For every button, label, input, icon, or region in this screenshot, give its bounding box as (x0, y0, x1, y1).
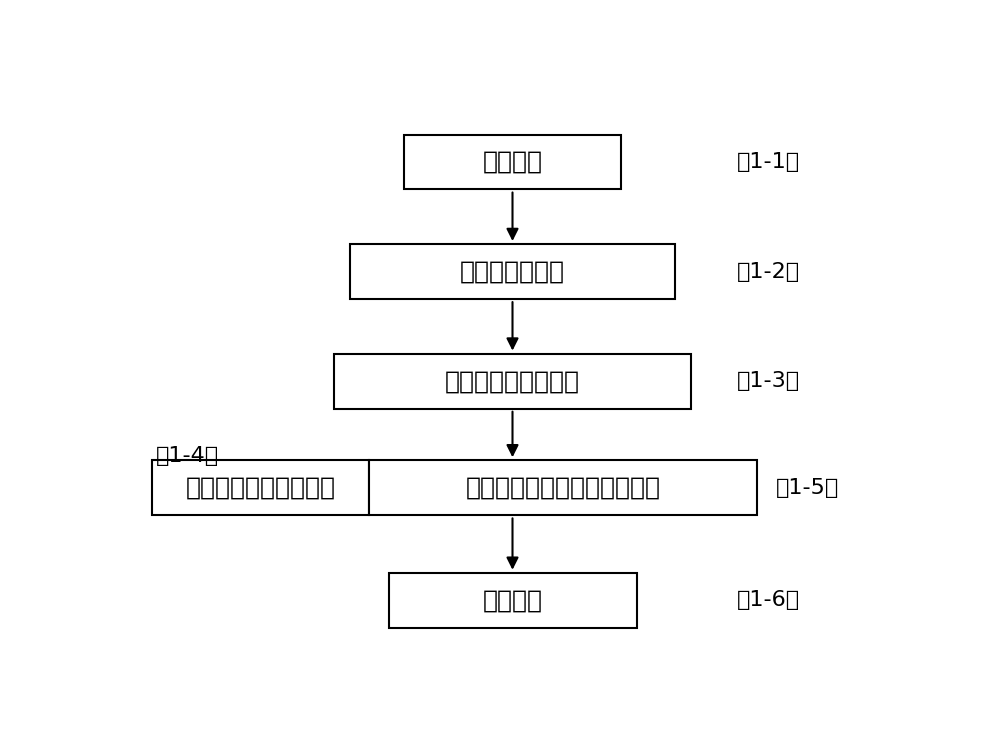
FancyBboxPatch shape (388, 573, 637, 628)
Text: 镶膜结束: 镶膜结束 (482, 588, 542, 612)
Text: （1-6）: （1-6） (737, 590, 800, 610)
Text: 氩离子轰击清洗样品: 氩离子轰击清洗样品 (445, 369, 580, 393)
Text: （1-5）: （1-5） (776, 478, 839, 498)
Text: 设定镶膜工艺参数后开始镶膜: 设定镶膜工艺参数后开始镶膜 (465, 476, 660, 500)
FancyBboxPatch shape (334, 354, 691, 408)
FancyBboxPatch shape (350, 244, 675, 299)
Text: （1-1）: （1-1） (737, 152, 800, 172)
FancyBboxPatch shape (404, 135, 621, 189)
FancyBboxPatch shape (152, 461, 369, 515)
FancyBboxPatch shape (369, 461, 757, 515)
Text: （1-2）: （1-2） (737, 261, 800, 282)
Text: 样品清洗: 样品清洗 (482, 150, 542, 174)
Text: 椭圆偏振光谱实时监控: 椭圆偏振光谱实时监控 (186, 476, 336, 500)
Text: 工作腔室抗真空: 工作腔室抗真空 (460, 260, 565, 284)
Text: （1-3）: （1-3） (737, 371, 800, 391)
Text: （1-4）: （1-4） (156, 446, 219, 466)
